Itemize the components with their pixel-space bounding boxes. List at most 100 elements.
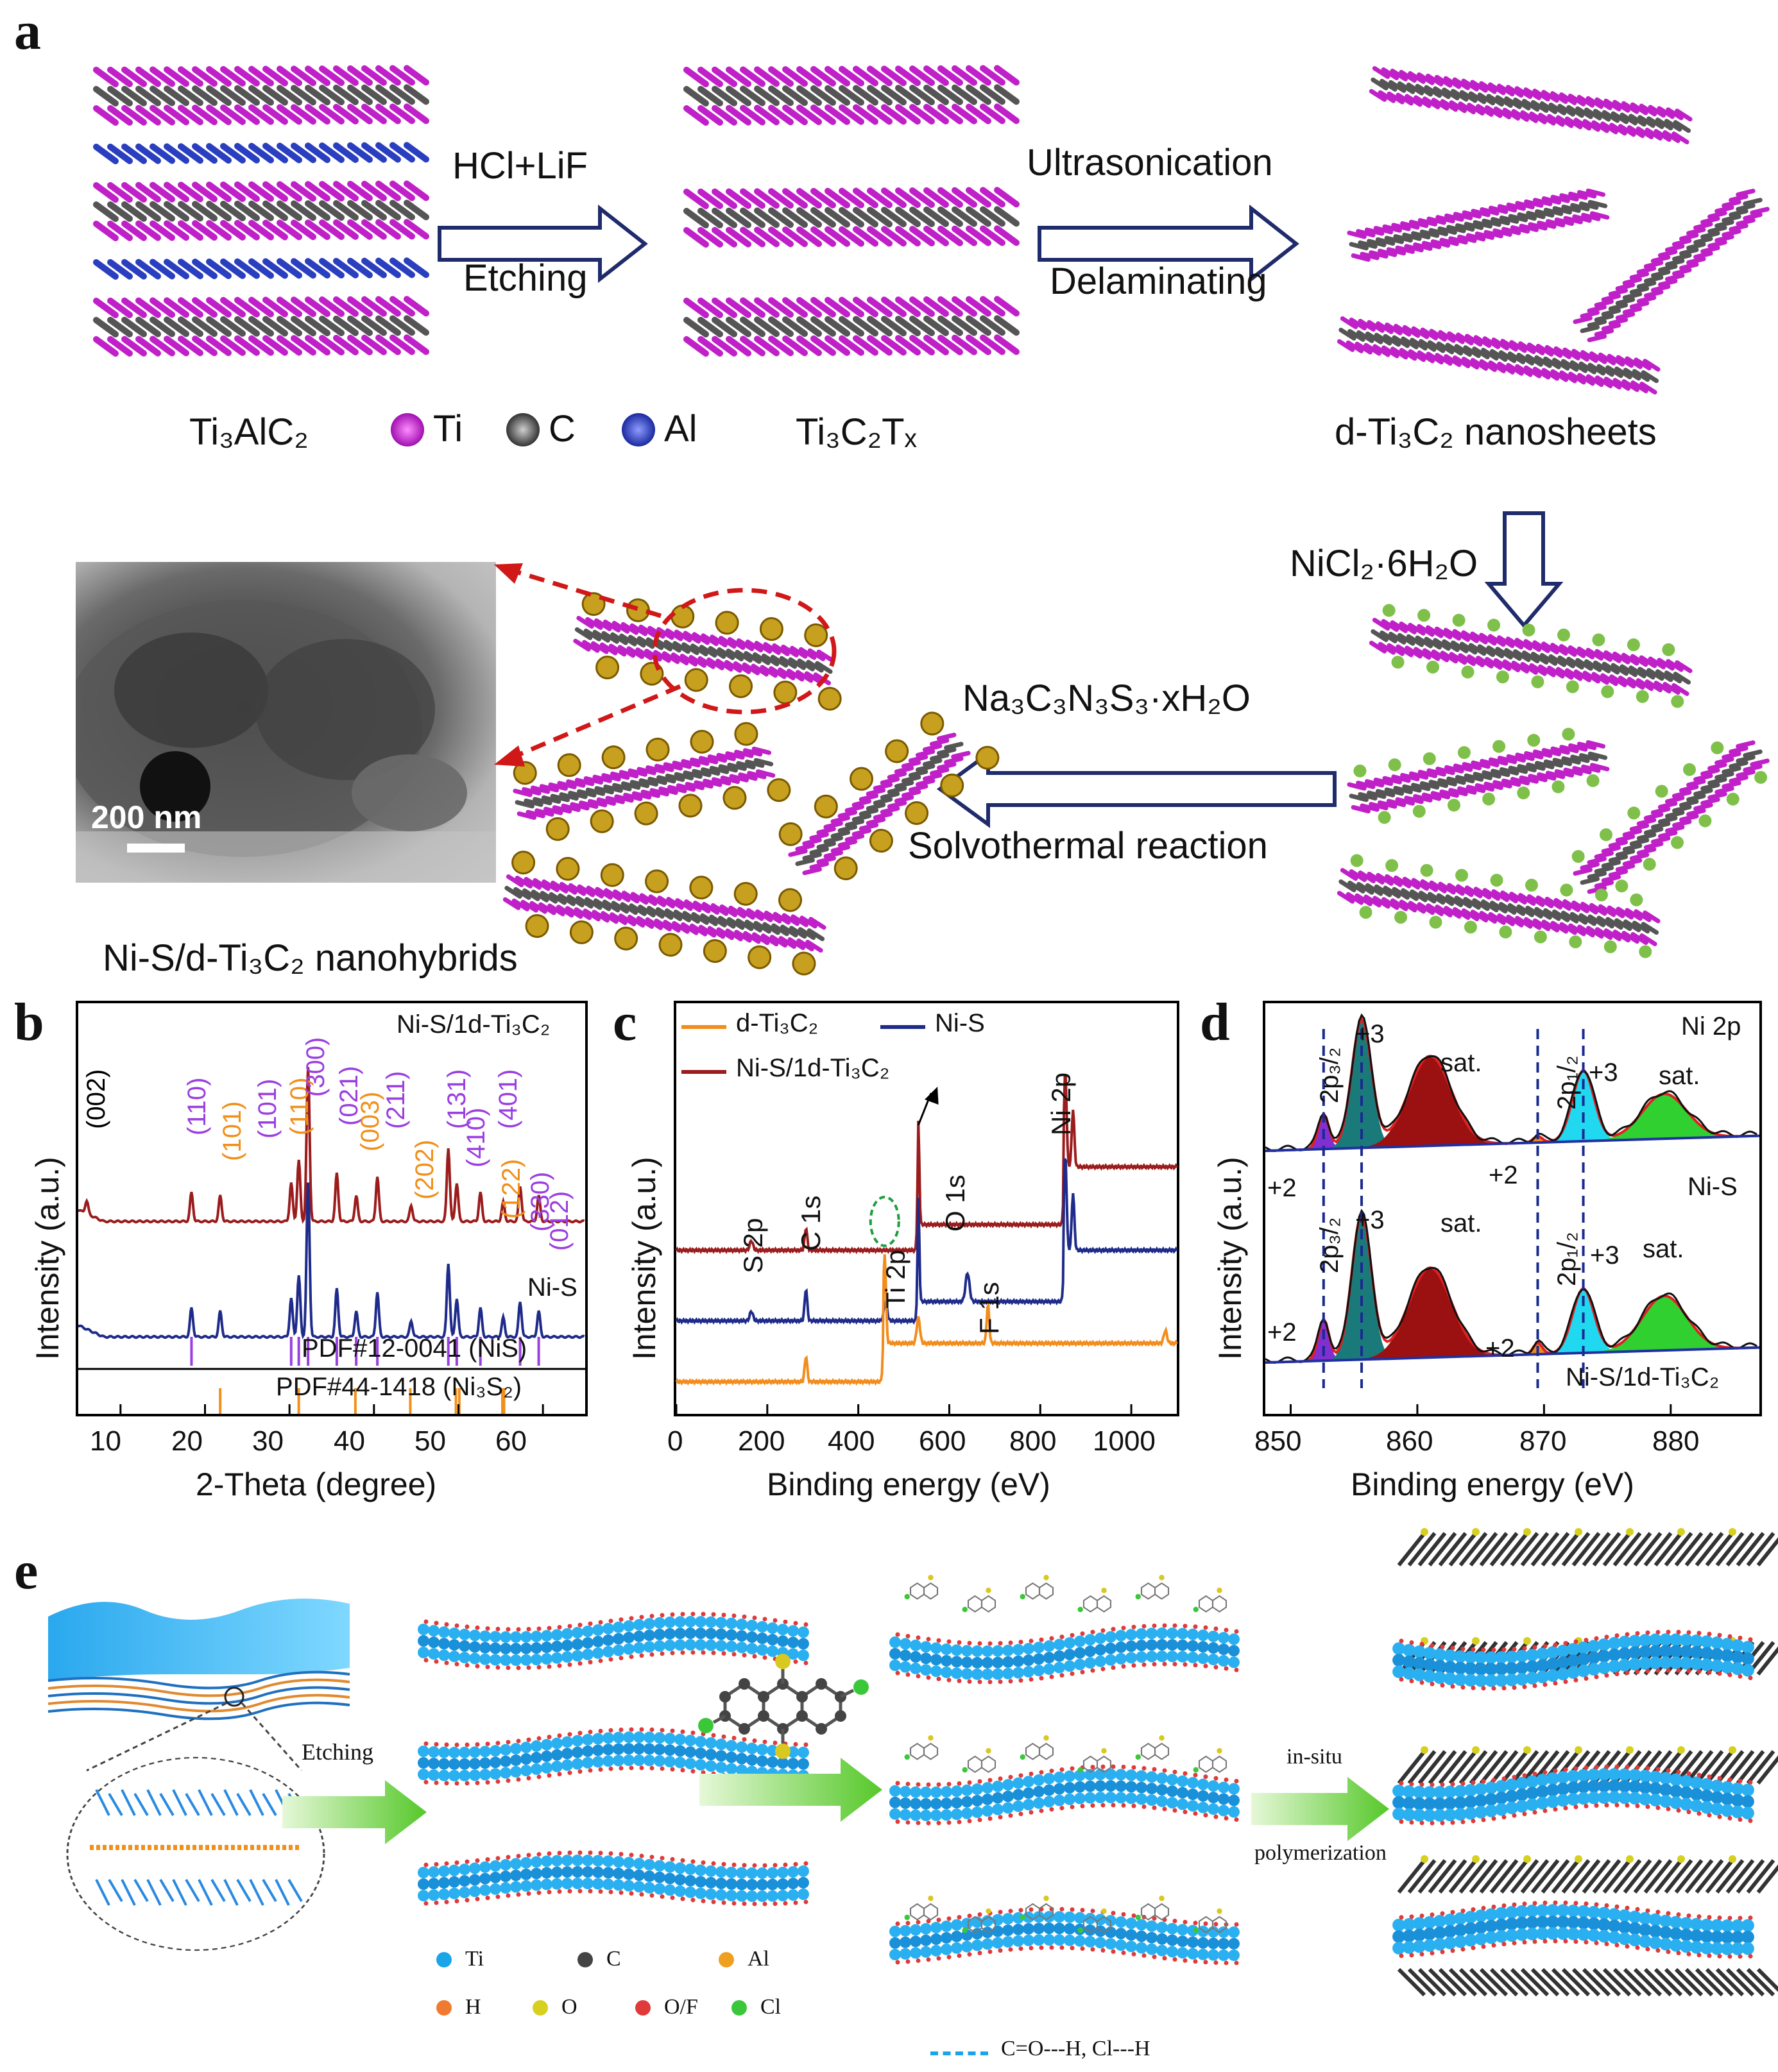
survey-xtick: 400 — [828, 1425, 875, 1457]
xrd-peak-label: (002) — [82, 1069, 110, 1129]
al-atom-icon — [719, 1952, 734, 1967]
s2p-label: S 2p — [738, 1218, 768, 1273]
ni2p-xtick: 880 — [1652, 1425, 1700, 1457]
plus3-label: +3 — [1355, 1020, 1385, 1048]
insitu-label: in-situ — [1286, 1745, 1342, 1769]
p32-label-bot: 2p₃/₂ — [1315, 1217, 1344, 1273]
xrd-peak-label: (410) — [462, 1107, 490, 1168]
d-ti3c2-nanosheets — [1337, 66, 1770, 395]
xrd-peak-label: (012) — [545, 1191, 574, 1251]
plus2-label: +2 — [1485, 1334, 1515, 1363]
c-atom-icon — [506, 413, 540, 446]
xrd-sample-top: Ni-S/1d-Ti₃C₂ — [397, 1010, 551, 1039]
ni2p-xtick: 850 — [1254, 1425, 1302, 1457]
plus2-label: +2 — [1267, 1174, 1297, 1202]
c1s-label: C 1s — [796, 1195, 826, 1251]
panel-c-label: c — [613, 992, 637, 1052]
plus2-label: +2 — [1267, 1318, 1297, 1346]
ni2p-sample-top: Ni-S — [1688, 1173, 1738, 1201]
survey-ylabel: Intensity (a.u.) — [626, 1157, 662, 1360]
panel-e-legend: Ti C Al H O O/F Cl — [436, 1947, 834, 2043]
monomer-molecule — [698, 1654, 869, 1759]
survey-xtick: 1000 — [1093, 1425, 1156, 1457]
d-ti3c2-name: d-Ti₃C₂ nanosheets — [1335, 411, 1657, 453]
ti3c2tx-stack — [683, 65, 1020, 357]
legend-dti3c2: d-Ti₃C₂ — [736, 1009, 819, 1037]
xrd-xtick: 30 — [252, 1425, 284, 1457]
sat-label: sat. — [1440, 1209, 1482, 1237]
xrd-plot — [76, 1001, 588, 1416]
delaminating-arrow-icon — [1038, 204, 1299, 284]
plus3-label: +3 — [1590, 1241, 1620, 1270]
step1-top-label: HCl+LiF — [452, 145, 588, 187]
xrd-peak-label: (300) — [302, 1037, 330, 1097]
plus3-label: +3 — [1589, 1058, 1618, 1087]
polymerized-composite — [1392, 1528, 1778, 1997]
ni2p-plot — [1263, 1001, 1762, 1416]
polymerization-green-arrow-icon — [1251, 1777, 1389, 1841]
cl-atom-icon — [731, 2000, 747, 2016]
xrd-xtick: 20 — [171, 1425, 203, 1457]
xrd-peak-label: (003) — [356, 1091, 384, 1151]
step4-bottom-label: Solvothermal reaction — [908, 825, 1268, 867]
legend-composite: Ni-S/1d-Ti₃C₂ — [736, 1054, 890, 1082]
ni2p-xtick: 860 — [1386, 1425, 1433, 1457]
ti3alc2-stack — [93, 65, 429, 357]
ni2p-xlabel: Binding energy (eV) — [1351, 1466, 1634, 1502]
e-legend-label: H — [465, 1995, 481, 2019]
step3-label: NiCl₂·6H₂O — [1290, 543, 1478, 584]
p32-label-top: 2p₃/₂ — [1315, 1047, 1344, 1103]
e-legend-label: Al — [748, 1947, 769, 1971]
sat-label: sat. — [1643, 1235, 1684, 1263]
xrd-peak-label: (122) — [497, 1159, 526, 1219]
c-atom-icon — [577, 1952, 593, 1967]
ti3alc2-name: Ti₃AlC₂ — [189, 411, 309, 453]
legend-al-label: Al — [664, 408, 697, 450]
solvothermal-arrow-icon — [936, 750, 1337, 828]
al-atom-icon — [622, 413, 655, 446]
e-legend-label: C — [606, 1947, 621, 1971]
ni2p-xtick: 870 — [1519, 1425, 1567, 1457]
o-atom-icon — [533, 2000, 548, 2016]
ti2p-label: Ti 2p — [880, 1250, 910, 1309]
tem-scale-bar — [127, 844, 185, 853]
max-phase-slab — [47, 1599, 350, 1951]
ti-atom-icon — [391, 413, 424, 446]
etching-e-label: Etching — [302, 1739, 373, 1765]
zoom-indicator — [494, 563, 837, 767]
ni2p-title: Ni 2p — [1681, 1012, 1741, 1040]
survey-xtick: 600 — [919, 1425, 966, 1457]
tem-image — [76, 562, 496, 883]
xrd-ylabel: Intensity (a.u.) — [30, 1157, 65, 1360]
xrd-ref2: PDF#44-1418 (Ni₃S₂) — [276, 1373, 522, 1401]
xrd-peak-label: (110) — [183, 1077, 211, 1135]
o1s-label: O 1s — [940, 1175, 970, 1232]
legend-ti-label: Ti — [433, 408, 463, 450]
legend-line — [681, 1070, 726, 1074]
adsorption-green-arrow-icon — [699, 1758, 882, 1822]
xrd-xtick: 60 — [495, 1425, 527, 1457]
p12-label-top: 2p₁/₂ — [1553, 1055, 1581, 1110]
sat-label: sat. — [1440, 1049, 1482, 1077]
plus2-label: +2 — [1489, 1161, 1518, 1189]
o-f-atom-icon — [635, 2000, 651, 2016]
xrd-ref1: PDF#12-0041 (NiS) — [302, 1334, 527, 1363]
p12-label-bot: 2p₁/₂ — [1553, 1232, 1581, 1286]
nis-decorated-sheets — [502, 592, 1000, 976]
ni2p-label: Ni 2p — [1046, 1072, 1076, 1135]
legend-c-label: C — [549, 408, 576, 450]
etching-green-arrow-icon — [282, 1780, 427, 1844]
tem-scale-text: 200 nm — [91, 799, 202, 835]
xrd-peak-label: (101) — [253, 1078, 282, 1139]
mxene-layers-e — [418, 1611, 809, 1906]
panel-a-label: a — [14, 1, 41, 61]
e-legend-label: Ti — [465, 1947, 484, 1971]
xrd-peak-label: (211) — [382, 1071, 410, 1129]
ni2p-sample-bot: Ni-S/1d-Ti₃C₂ — [1566, 1363, 1720, 1391]
survey-xtick: 800 — [1009, 1425, 1057, 1457]
atom-legend: Ti C Al — [385, 401, 744, 452]
nicl2-arrow-icon — [1484, 511, 1564, 629]
e-legend-label: O/F — [664, 1995, 698, 2019]
xrd-sample-mid: Ni-S — [527, 1273, 577, 1302]
step1-bottom-label: Etching — [463, 257, 588, 299]
